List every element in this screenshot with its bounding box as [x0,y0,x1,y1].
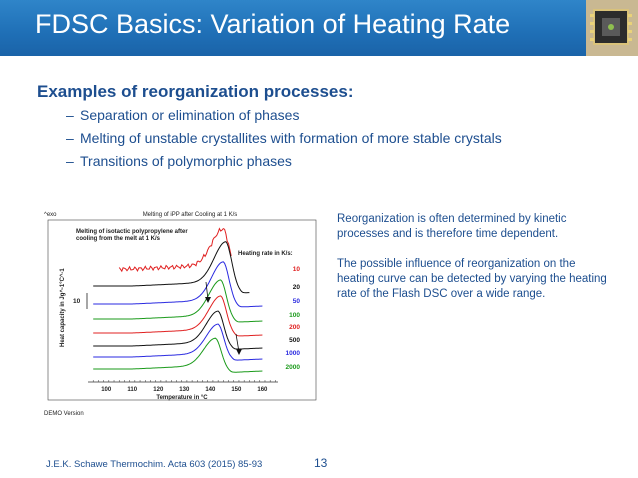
bullet-item: – Separation or elimination of phases [66,107,299,123]
y-axis-label: Heat capacity in Jg^-1°C^-1 [60,268,66,347]
dsc-figure: ^exo Melting of iPP after Cooling at 1 K… [44,212,317,417]
x-tick-label: 150 [231,387,242,393]
curves [93,227,263,373]
page-number: 13 [314,456,328,470]
bullet-dash: – [66,130,74,146]
citation: J.E.K. Schawe Thermochim. Acta 603 (2015… [46,459,263,470]
x-axis-label: Temperature in °C [156,395,208,401]
x-tick-label: 100 [101,387,112,393]
curve-50 [93,261,263,308]
legend-entry: 1000 [286,350,301,357]
legend-entry: 100 [289,312,300,319]
figure-top-title: Melting of iPP after Cooling at 1 K/s [143,212,238,218]
arrow-head [205,297,211,303]
bullet-item: – Melting of unstable crystallites with f… [66,130,502,146]
x-tick-label: 110 [127,387,137,393]
curve-1000 [93,323,263,361]
slide-title: FDSC Basics: Variation of Heating Rate [35,9,511,39]
arrow-head [236,349,242,355]
section-heading: Examples of reorganization processes: [37,82,354,101]
exo-label: ^exo [44,212,57,218]
x-tick-label: 120 [153,387,164,393]
curve-2000 [93,337,263,373]
legend-title: Heating rate in K/s: [238,251,293,257]
side-paragraph: The possible influence of reorganization… [337,258,607,300]
curve-20 [93,241,250,294]
x-tick-label: 130 [179,387,190,393]
bullet-text: Transitions of polymorphic phases [80,153,292,169]
curve-500 [93,310,263,350]
x-tick-label: 140 [205,387,216,393]
legend-entry: 20 [293,284,301,291]
legend-entry: 500 [289,337,300,344]
legend-entry: 200 [289,324,300,331]
curve-10 [118,227,232,273]
x-ticks: 100 110 120 130 140 150 160 [92,380,276,393]
bullet-text: Separation or elimination of phases [80,107,300,123]
legend-entry: 50 [293,298,301,305]
bullet-dash: – [66,107,74,123]
legend: 10 20 50 100 200 500 1000 2000 [286,266,301,371]
legend-entry: 10 [293,266,301,273]
x-tick-label: 160 [257,387,268,393]
circuit-chip-icon [586,0,638,56]
bullet-text: Melting of unstable crystallites with fo… [80,130,502,146]
plot-frame [47,219,317,401]
scale-label: 10 [73,298,81,305]
title-bar: FDSC Basics: Variation of Heating Rate [0,0,638,56]
legend-entry: 2000 [286,364,301,371]
side-paragraph: Reorganization is often determined by ki… [337,213,567,240]
inner-title-line-2: cooling from the melt at 1 K/s [76,236,161,242]
curve-100 [93,279,263,323]
side-text: Reorganization is often determined by ki… [337,212,607,317]
curve-200 [93,295,263,337]
inner-title-line-1: Melting of isotactic polypropylene after [76,229,188,235]
bullet-item: – Transitions of polymorphic phases [66,153,292,169]
demo-label: DEMO Version [44,411,84,417]
bullet-dash: – [66,153,74,169]
